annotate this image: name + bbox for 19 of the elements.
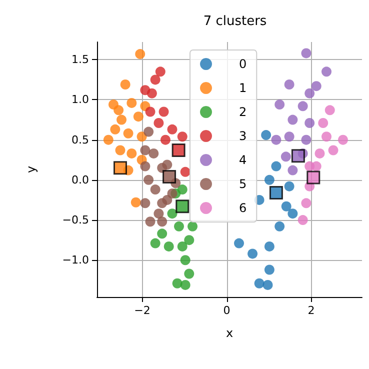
legend-label: 5 [239, 177, 247, 191]
legend-label: 0 [239, 57, 247, 71]
y-axis-title: y [24, 166, 38, 174]
x-axis-title: x [226, 326, 234, 340]
x-tick-label: −2 [134, 304, 150, 317]
y-tick-label: 0.0 [72, 173, 89, 186]
x-tick-label: 0 [223, 304, 230, 317]
chart-title: 7 clusters [203, 14, 267, 29]
legend-label: 6 [239, 201, 247, 215]
y-tick-label: 0.5 [72, 133, 89, 146]
y-tick-label: 1.5 [72, 53, 89, 66]
legend-label: 4 [239, 153, 247, 167]
legend-label: 3 [239, 129, 247, 143]
legend-label: 1 [239, 81, 247, 95]
y-tick-label: 1.0 [72, 93, 89, 106]
x-tick-label: 2 [308, 304, 315, 317]
y-tick-label: −1.0 [62, 254, 89, 267]
legend-label: 2 [239, 105, 247, 119]
y-tick-label: −0.5 [62, 214, 89, 227]
